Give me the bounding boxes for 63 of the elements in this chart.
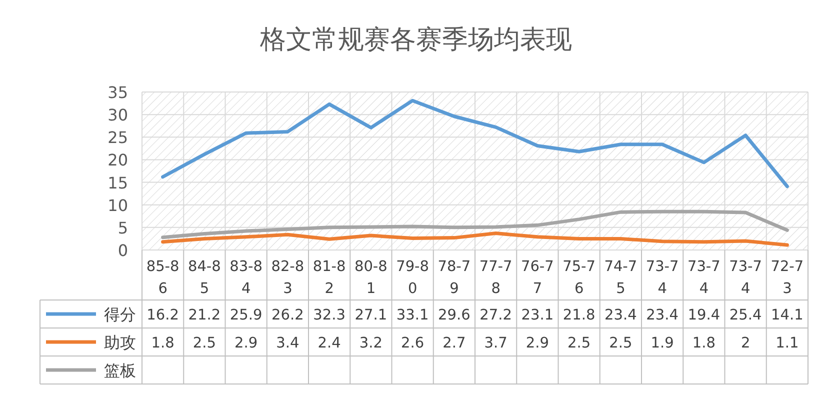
data-label: 2.5 <box>568 336 591 352</box>
x-tick-label: 73-74 <box>646 259 679 297</box>
data-label: 14.1 <box>771 308 804 324</box>
data-label: 29.6 <box>438 308 470 324</box>
x-tick-label: 76-77 <box>520 259 554 297</box>
line-series <box>161 210 789 240</box>
x-tick-label: 73-74 <box>729 259 762 297</box>
data-label: 16.2 <box>146 308 179 324</box>
data-label: 33.1 <box>396 308 429 324</box>
x-tick-label: 83-84 <box>230 259 263 297</box>
data-label: 27.1 <box>354 308 388 324</box>
legend-label: 助攻 <box>104 333 136 352</box>
data-label: 1.8 <box>692 336 716 352</box>
data-label: 2.5 <box>609 336 632 352</box>
data-label: 1.9 <box>650 336 674 352</box>
y-tick-label: 10 <box>108 196 128 215</box>
data-label: 1.1 <box>776 336 799 352</box>
data-label: 27.2 <box>480 308 512 324</box>
data-label: 2.9 <box>234 336 258 352</box>
legend-label: 篮板 <box>104 361 136 380</box>
x-tick-label: 84-85 <box>188 259 221 297</box>
x-tick-label: 73-74 <box>687 259 720 297</box>
data-label: 19.4 <box>688 308 720 324</box>
data-label: 2.6 <box>401 336 424 352</box>
data-label: 23.4 <box>604 308 637 324</box>
x-tick-label: 77-78 <box>479 259 512 297</box>
x-tick-label: 82-83 <box>271 259 304 297</box>
data-label: 2 <box>740 336 750 352</box>
y-tick-label: 15 <box>108 173 128 192</box>
x-tick-label: 80-81 <box>354 259 388 297</box>
y-tick-label: 5 <box>118 218 128 238</box>
x-tick-label: 75-76 <box>562 259 596 297</box>
x-tick-label: 79-80 <box>396 259 430 297</box>
data-label: 2.7 <box>442 336 466 352</box>
data-label: 21.8 <box>562 308 596 324</box>
line-series <box>161 232 789 247</box>
x-tick-label: 72-73 <box>770 259 804 297</box>
data-label: 2.5 <box>192 336 216 352</box>
y-tick-label: 20 <box>108 150 128 170</box>
data-label: 26.2 <box>272 308 304 324</box>
data-label: 3.7 <box>484 336 508 352</box>
data-label: 25.4 <box>729 308 762 324</box>
x-tick-label: 81-82 <box>312 259 346 297</box>
line-series <box>161 98 789 188</box>
y-tick-label: 30 <box>108 106 128 125</box>
data-label: 3.2 <box>359 336 382 352</box>
data-label: 32.3 <box>313 308 346 324</box>
data-label: 2.9 <box>526 336 549 352</box>
data-label: 25.9 <box>230 308 262 324</box>
data-label: 23.1 <box>521 308 554 324</box>
data-label: 1.8 <box>151 336 174 352</box>
y-tick-label: 25 <box>108 128 128 148</box>
x-tick-label: 78-79 <box>438 259 471 297</box>
data-label: 3.4 <box>276 336 300 352</box>
y-tick-label: 0 <box>118 241 128 260</box>
legend-label: 得分 <box>104 305 136 324</box>
x-tick-label: 74-75 <box>604 259 638 297</box>
data-label: 2.4 <box>318 336 341 352</box>
y-tick-label: 35 <box>108 83 128 102</box>
data-label: 21.2 <box>188 308 221 324</box>
data-label: 23.4 <box>646 308 678 324</box>
x-tick-label: 85-86 <box>146 259 180 297</box>
chart-title: 格文常规赛各赛季场均表现 <box>259 25 572 54</box>
